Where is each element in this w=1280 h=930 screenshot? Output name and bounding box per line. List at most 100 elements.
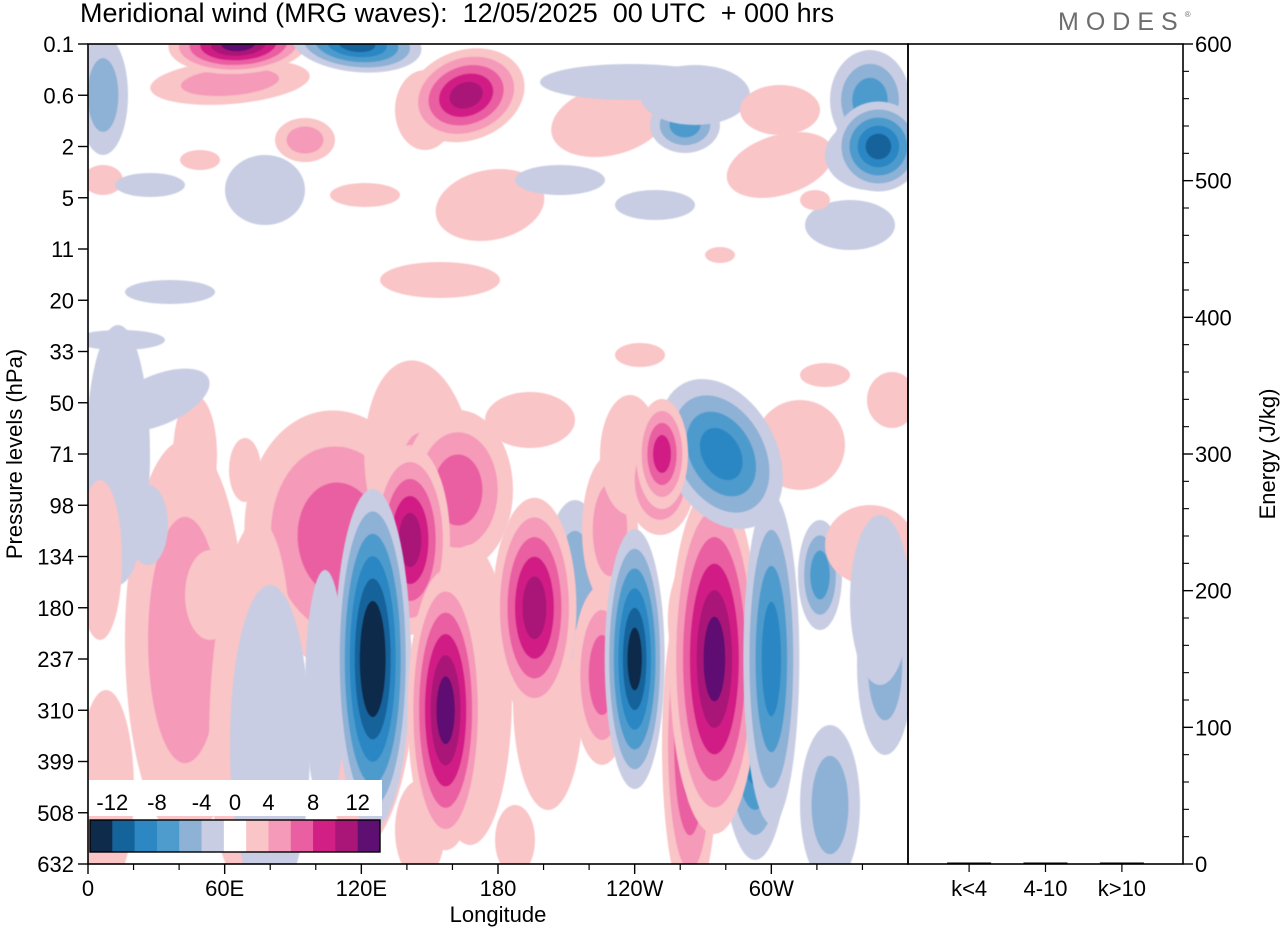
contour-level (364, 623, 381, 695)
colorbar-tick-label: -12 (96, 790, 128, 815)
contour-level (740, 85, 820, 135)
energy-category-label: k<4 (951, 876, 987, 901)
feature-core-9 (833, 101, 908, 192)
colorbar-tick-label: 4 (262, 790, 274, 815)
contour-level (125, 280, 215, 304)
contour-level (699, 427, 743, 481)
contour-level (726, 132, 834, 198)
y-tick-label: 0.6 (43, 83, 74, 108)
colorbar-frame (89, 819, 381, 853)
contour-level (810, 550, 830, 600)
y-tick-label: 33 (50, 340, 74, 365)
x-tick-label: 120W (606, 876, 664, 901)
colorbar-swatch (290, 820, 314, 852)
wind-anomaly (615, 343, 665, 367)
wind-anomaly (380, 262, 500, 298)
modes-logo: MODES® (1058, 8, 1191, 37)
wind-anomaly (800, 363, 850, 387)
colorbar-tick-label: 8 (307, 790, 319, 815)
contour-level (515, 165, 605, 195)
wind-anomaly (173, 395, 217, 515)
energy-bar (947, 862, 992, 864)
energy-category-label: k>10 (1098, 876, 1146, 901)
contour-level (185, 550, 235, 640)
contour-level (867, 372, 908, 428)
contour-level (811, 755, 849, 855)
contour-level (449, 81, 483, 109)
colorbar-swatch (357, 820, 381, 852)
y-axis-label: Pressure levels (hPa) (2, 349, 27, 559)
wind-anomaly (705, 247, 735, 263)
contour-level (615, 190, 695, 220)
wind-anomaly (485, 392, 575, 448)
contour-level (338, 44, 376, 53)
wind-anomaly (128, 485, 168, 565)
contour-level (551, 82, 669, 158)
wind-anomaly (740, 85, 820, 135)
chart-title: Meridional wind (MRG waves): 12/05/2025 … (80, 0, 835, 28)
y-tick-label: 632 (37, 852, 74, 877)
feature-core-4 (492, 497, 577, 718)
energy-tick-label: 600 (1195, 32, 1232, 57)
wind-anomaly (850, 515, 908, 685)
colorbar-swatch (313, 820, 336, 852)
x-axis-label: Longitude (450, 902, 547, 927)
contour-level (305, 570, 345, 810)
contour-level (88, 58, 119, 132)
wind-anomaly (495, 805, 535, 864)
contour-level (703, 616, 726, 702)
y-tick-label: 180 (37, 596, 74, 621)
contour-level (761, 601, 782, 717)
contour-level (615, 343, 665, 367)
contour-level (800, 190, 830, 210)
feature-core-1 (407, 570, 484, 851)
energy-tick-label: 0 (1195, 852, 1207, 877)
y-tick-label: 508 (37, 801, 74, 826)
colorbar: -12 -8 -4 0 4 8 12 (88, 780, 382, 853)
contour-level (230, 585, 310, 864)
colorbar-label-bg (88, 780, 382, 816)
y-tick-label: 20 (50, 288, 74, 313)
energy-panel-frame (907, 43, 1184, 865)
colorbar-swatch (134, 820, 158, 852)
y-tick-label: 0.1 (43, 32, 74, 57)
y-tick-label: 71 (50, 442, 74, 467)
contour-level (652, 434, 672, 474)
wind-anomaly (115, 173, 185, 197)
colorbar-swatch (90, 820, 113, 852)
contour-level (495, 805, 535, 864)
wind-anomaly (726, 132, 834, 198)
wind-anomaly (106, 368, 210, 432)
heatmap-field (88, 44, 908, 864)
wind-anomaly (88, 165, 123, 195)
contour-level (805, 200, 895, 250)
colorbar-swatch (201, 820, 225, 852)
wind-anomaly (230, 585, 310, 864)
contour-level (436, 676, 455, 745)
contour-level (865, 133, 892, 160)
wind-anomaly (615, 190, 695, 220)
registered-mark: ® (1184, 10, 1191, 19)
contour-level (210, 44, 266, 56)
y-tick-label: 2 (62, 135, 74, 160)
y-tick-label: 399 (37, 750, 74, 775)
colorbar-tick-label: 0 (229, 790, 241, 815)
contour-level (398, 512, 422, 568)
contour-level (640, 65, 750, 125)
colorbar-tick-label: 12 (345, 790, 369, 815)
feature-core-5 (743, 494, 800, 824)
x-tick-label: 180 (480, 876, 517, 901)
energy-bar (1099, 862, 1144, 864)
contour-level (88, 165, 123, 195)
contour-level (88, 330, 165, 350)
y-tick-label: 134 (37, 545, 74, 570)
wind-anomaly (229, 438, 261, 502)
y-tick-label: 310 (37, 698, 74, 723)
feature-core-2 (669, 484, 760, 834)
wind-anomaly (88, 44, 128, 155)
energy-bars: 0 100 200 300 400 500 600 Energy (J/kg) k<4 4-10 k… (947, 32, 1280, 901)
contour-level (850, 515, 908, 685)
wind-anomaly (330, 183, 400, 207)
